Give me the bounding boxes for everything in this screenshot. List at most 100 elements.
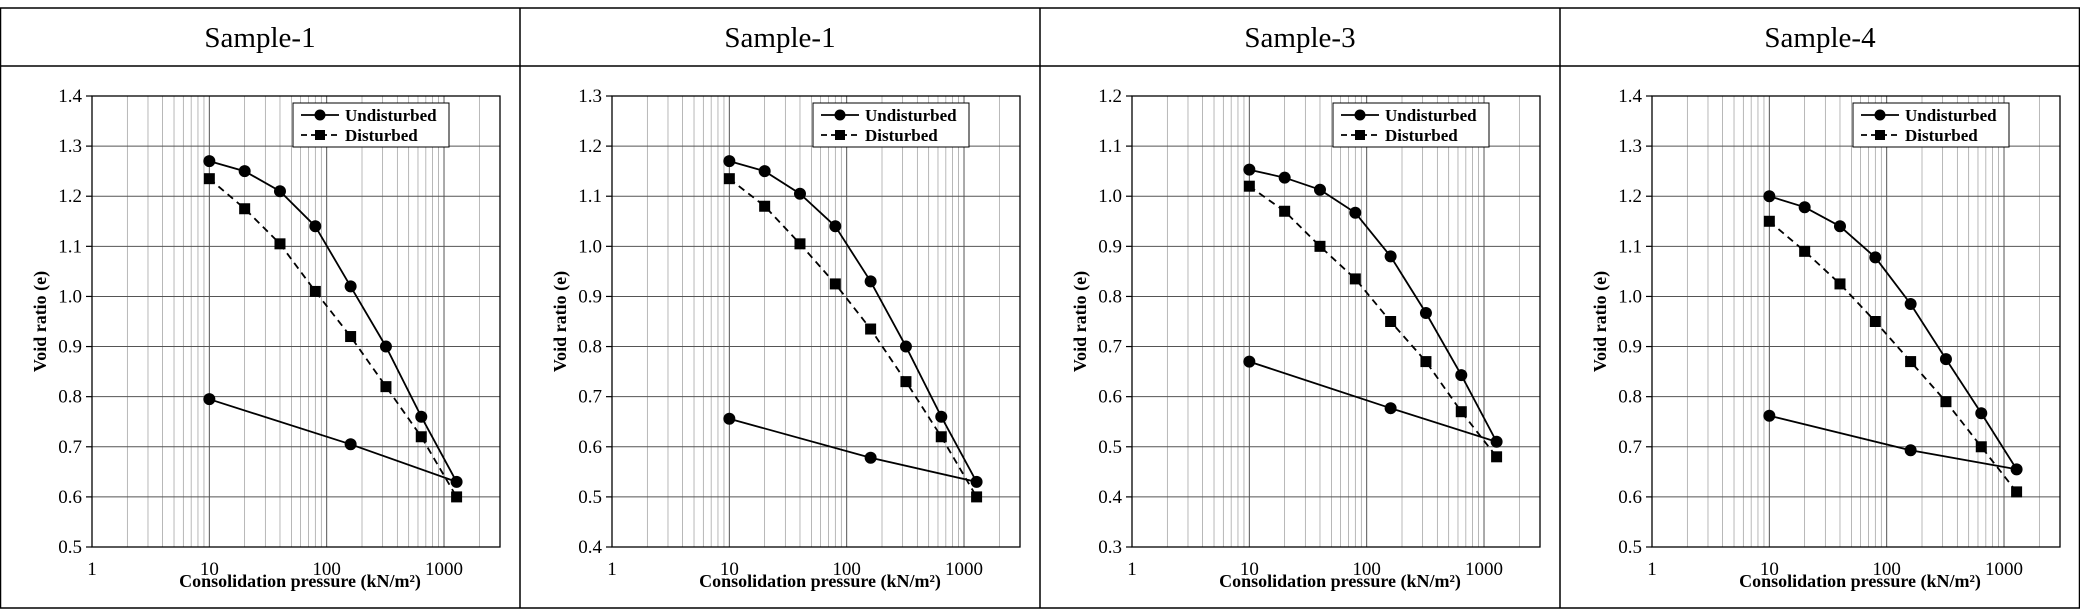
data-point-undisturbed [1939, 353, 1952, 366]
data-point-disturbed [829, 278, 841, 290]
x-tick-label: 1 [87, 559, 97, 580]
data-point-undisturbed [238, 165, 251, 178]
legend-marker-circle [314, 109, 326, 121]
series-line-disturbed [728, 177, 978, 498]
data-point-undisturbed [1243, 355, 1256, 368]
data-point-undisturbed [1904, 444, 1917, 457]
y-tick-label: 0.8 [1098, 286, 1122, 307]
data-point-undisturbed [203, 155, 216, 168]
data-point-disturbed [1279, 205, 1291, 217]
series-line-disturbed [208, 178, 458, 498]
data-point-undisturbed [1904, 297, 1917, 310]
data-point-undisturbed [864, 451, 877, 464]
y-tick-label: 1.0 [58, 286, 82, 307]
data-point-disturbed [1243, 180, 1255, 192]
data-point-undisturbed [379, 340, 392, 353]
data-point-undisturbed [1833, 220, 1846, 233]
plot-border [1651, 95, 2061, 548]
y-tick-label: 0.8 [1618, 387, 1642, 408]
data-point-disturbed [1314, 240, 1326, 252]
y-tick-label: 1.2 [1618, 186, 1642, 207]
x-tick-label: 10 [1760, 559, 1779, 580]
y-tick-label: 1.3 [58, 136, 82, 157]
data-point-disturbed [1385, 316, 1397, 327]
y-tick-label: 1.1 [58, 236, 82, 257]
legend-marker-square [1355, 130, 1365, 140]
data-point-disturbed [935, 431, 947, 443]
x-tick-label: 1000 [425, 559, 463, 580]
data-point-disturbed [723, 173, 735, 185]
x-tick-label: 1000 [1985, 559, 2023, 580]
y-tick-label: 1.0 [1618, 286, 1642, 307]
x-tick-label: 1 [607, 559, 617, 580]
data-point-disturbed [380, 381, 392, 393]
y-tick-label: 0.5 [1618, 537, 1642, 558]
legend-marker-circle [834, 109, 846, 121]
data-point-undisturbed [203, 393, 216, 406]
data-point-undisturbed [970, 475, 983, 488]
x-tick-label: 10 [720, 559, 739, 580]
chart-panel-1: Sample-1 0.5 0.6 0.7 0.8 0.9 1.0 1.1 1.2 1.3 1.4 1 1… [30, 22, 501, 592]
data-point-disturbed [1763, 215, 1775, 227]
legend-label-disturbed: Disturbed [865, 126, 938, 145]
legend-label-disturbed: Disturbed [345, 126, 418, 145]
data-point-undisturbed [723, 412, 736, 425]
x-axis-label: Consolidation pressure (kN/m²) [699, 571, 941, 592]
data-point-undisturbed [1490, 435, 1503, 448]
y-tick-label: 0.5 [58, 537, 82, 558]
data-point-disturbed [1420, 356, 1432, 368]
data-point-disturbed [1905, 356, 1917, 368]
y-tick-label: 0.9 [58, 337, 82, 358]
data-point-undisturbed [1798, 201, 1811, 214]
data-point-disturbed [203, 173, 215, 185]
data-point-undisturbed [1975, 407, 1988, 420]
data-point-undisturbed [758, 165, 771, 178]
legend-label-disturbed: Disturbed [1385, 126, 1458, 145]
data-point-disturbed [1834, 278, 1846, 290]
data-point-disturbed [239, 203, 251, 215]
data-point-undisturbed [344, 438, 357, 451]
legend-label-undisturbed: Undisturbed [1905, 106, 1997, 125]
series-line-disturbed [1248, 185, 1498, 458]
x-tick-label: 1000 [945, 559, 983, 580]
legend-marker-circle [1354, 109, 1366, 121]
data-point-undisturbed [1313, 183, 1326, 196]
data-point-disturbed [865, 323, 877, 335]
data-point-undisturbed [899, 340, 912, 353]
data-point-disturbed [1940, 396, 1952, 408]
y-tick-label: 1.0 [578, 236, 602, 257]
series-line-undisturbed [729, 160, 979, 484]
y-tick-label: 0.6 [1618, 487, 1642, 508]
data-point-disturbed [1869, 316, 1881, 327]
data-point-undisturbed [2010, 463, 2023, 476]
y-tick-label: 1.3 [578, 86, 602, 107]
y-axis-label: Void ratio (e) [30, 271, 51, 372]
y-tick-label: 1.4 [1618, 86, 1642, 107]
panel-title: Sample-1 [724, 22, 835, 54]
data-point-undisturbed [273, 185, 286, 198]
legend-label-disturbed: Disturbed [1905, 126, 1978, 145]
x-tick-label: 100 [832, 559, 861, 580]
chart-panel-2: Sample-1 0.4 0.5 0.6 0.7 0.8 0.9 1.0 1.1 1.2 1.3 1 1… [550, 22, 1021, 592]
series-line-disturbed [1768, 220, 2018, 493]
data-point-undisturbed [829, 220, 842, 233]
data-point-undisturbed [1455, 369, 1468, 382]
y-tick-label: 0.6 [578, 437, 602, 458]
data-point-undisturbed [309, 220, 322, 233]
y-tick-label: 0.7 [1618, 437, 1642, 458]
x-tick-label: 1000 [1465, 559, 1503, 580]
data-point-undisturbed [1869, 251, 1882, 264]
data-point-undisturbed [1384, 402, 1397, 415]
x-tick-label: 1 [1127, 559, 1137, 580]
y-tick-label: 0.4 [578, 537, 602, 558]
y-axis-label: Void ratio (e) [1070, 271, 1091, 372]
panel-title: Sample-4 [1764, 22, 1876, 54]
x-tick-label: 10 [200, 559, 219, 580]
chart-panel-4: Sample-4 0.5 0.6 0.7 0.8 0.9 1.0 1.1 1.2 1.3 1.4 1 1… [1590, 22, 2061, 592]
panel-title: Sample-1 [204, 22, 315, 54]
x-axis-label: Consolidation pressure (kN/m²) [1219, 571, 1461, 592]
legend-marker-square [315, 130, 325, 140]
y-tick-label: 0.7 [58, 437, 82, 458]
